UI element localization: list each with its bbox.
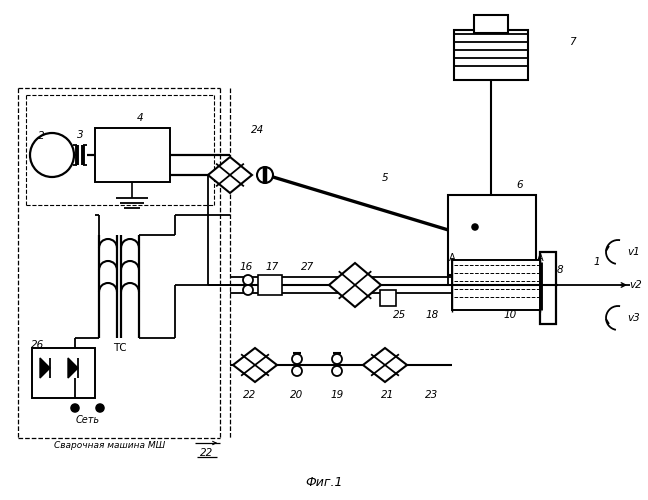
Text: Сеть: Сеть xyxy=(76,415,100,425)
Text: 8: 8 xyxy=(557,265,563,275)
Circle shape xyxy=(448,225,462,239)
Text: 10: 10 xyxy=(503,310,516,320)
Text: Сварочная машина МШ: Сварочная машина МШ xyxy=(54,440,166,450)
Text: 16: 16 xyxy=(239,262,253,272)
Text: 17: 17 xyxy=(266,262,279,272)
Polygon shape xyxy=(363,348,407,382)
Text: v1: v1 xyxy=(628,247,640,257)
Text: 5: 5 xyxy=(382,173,388,183)
Text: 21: 21 xyxy=(382,390,395,400)
Text: 27: 27 xyxy=(301,262,315,272)
Text: v2: v2 xyxy=(630,280,642,290)
Text: 1: 1 xyxy=(594,257,600,267)
Polygon shape xyxy=(233,348,277,382)
Polygon shape xyxy=(68,358,78,378)
Text: 2: 2 xyxy=(38,131,44,141)
Text: v3: v3 xyxy=(628,313,640,323)
Circle shape xyxy=(243,275,253,285)
Circle shape xyxy=(96,404,104,412)
Text: 20: 20 xyxy=(290,390,304,400)
Text: 18: 18 xyxy=(425,310,439,320)
Circle shape xyxy=(243,285,253,295)
Circle shape xyxy=(292,354,302,364)
Bar xyxy=(454,30,528,80)
Bar xyxy=(32,348,95,398)
Bar xyxy=(258,275,282,295)
Bar xyxy=(380,290,396,306)
Circle shape xyxy=(257,167,273,183)
Text: 19: 19 xyxy=(330,390,343,400)
Text: 22: 22 xyxy=(200,448,214,458)
Bar xyxy=(474,15,508,33)
Bar xyxy=(95,128,170,182)
Text: 22: 22 xyxy=(244,390,257,400)
Text: 4: 4 xyxy=(137,113,143,123)
Text: A: A xyxy=(537,253,543,263)
Polygon shape xyxy=(208,157,252,193)
Text: 7: 7 xyxy=(569,37,575,47)
Text: 23: 23 xyxy=(425,390,439,400)
Circle shape xyxy=(30,133,74,177)
Circle shape xyxy=(71,404,79,412)
Text: 26: 26 xyxy=(31,340,45,350)
Text: A: A xyxy=(448,253,456,263)
Circle shape xyxy=(332,366,342,376)
Text: 6: 6 xyxy=(516,180,524,190)
Circle shape xyxy=(332,354,342,364)
Text: 3: 3 xyxy=(76,130,84,140)
Bar xyxy=(448,195,536,275)
Text: Фиг.1: Фиг.1 xyxy=(305,476,343,490)
Polygon shape xyxy=(40,358,50,378)
Text: ТС: ТС xyxy=(113,343,127,353)
Bar xyxy=(452,260,540,310)
Circle shape xyxy=(292,366,302,376)
Bar xyxy=(540,252,556,324)
Text: 24: 24 xyxy=(251,125,264,135)
Text: 25: 25 xyxy=(393,310,407,320)
Circle shape xyxy=(472,224,478,230)
Polygon shape xyxy=(329,263,381,307)
